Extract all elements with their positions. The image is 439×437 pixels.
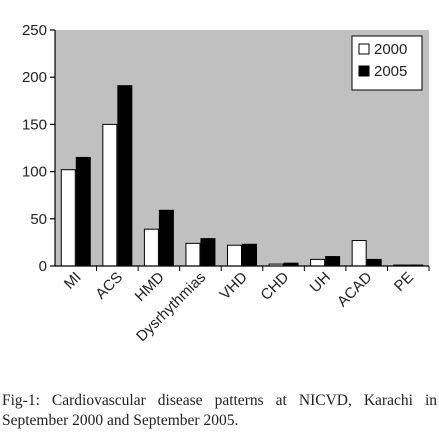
bar-2005-mi — [75, 156, 91, 267]
bar-2005-dysrhythmias — [200, 238, 216, 267]
x-tick-label: ACS — [92, 269, 126, 303]
figure-caption: Fig-1: Cardiovascular disease patterns a… — [2, 392, 437, 429]
bar-2000-acs — [102, 123, 118, 267]
bar-2005-uh — [325, 256, 341, 267]
x-tick-label: CHD — [257, 269, 292, 304]
y-tick-label: 0 — [39, 258, 47, 275]
legend-label-2000: 2000 — [374, 41, 407, 58]
y-tick-label: 250 — [22, 22, 47, 39]
bar-2000-dysrhythmias — [185, 242, 201, 267]
legend-swatch-2000 — [358, 43, 370, 55]
y-tick-label: 50 — [30, 211, 47, 228]
bar-2000-vhd — [227, 244, 242, 267]
x-tick-label: PE — [391, 269, 417, 295]
x-tick-label: ACAD — [334, 269, 376, 311]
y-tick-label: 100 — [22, 164, 47, 181]
x-tick-label: HMD — [132, 269, 168, 305]
bar-2005-acs — [117, 85, 133, 267]
bar-2000-hmd — [143, 228, 159, 267]
x-tick-label: MI — [61, 269, 85, 293]
x-tick-label: VHD — [216, 269, 251, 304]
bar-2000-uh — [310, 258, 326, 267]
bar-2000-acad — [351, 240, 367, 267]
x-tick-label: UH — [307, 269, 334, 296]
bar-2005-hmd — [158, 209, 174, 267]
legend-swatch-2005 — [358, 65, 370, 77]
bar-2005-acad — [366, 258, 382, 267]
y-tick-label: 150 — [22, 116, 47, 133]
bar-2005-vhd — [242, 243, 257, 267]
bar-2000-mi — [60, 169, 76, 267]
legend-label-2005: 2005 — [374, 63, 407, 80]
y-tick-label: 200 — [22, 69, 47, 86]
